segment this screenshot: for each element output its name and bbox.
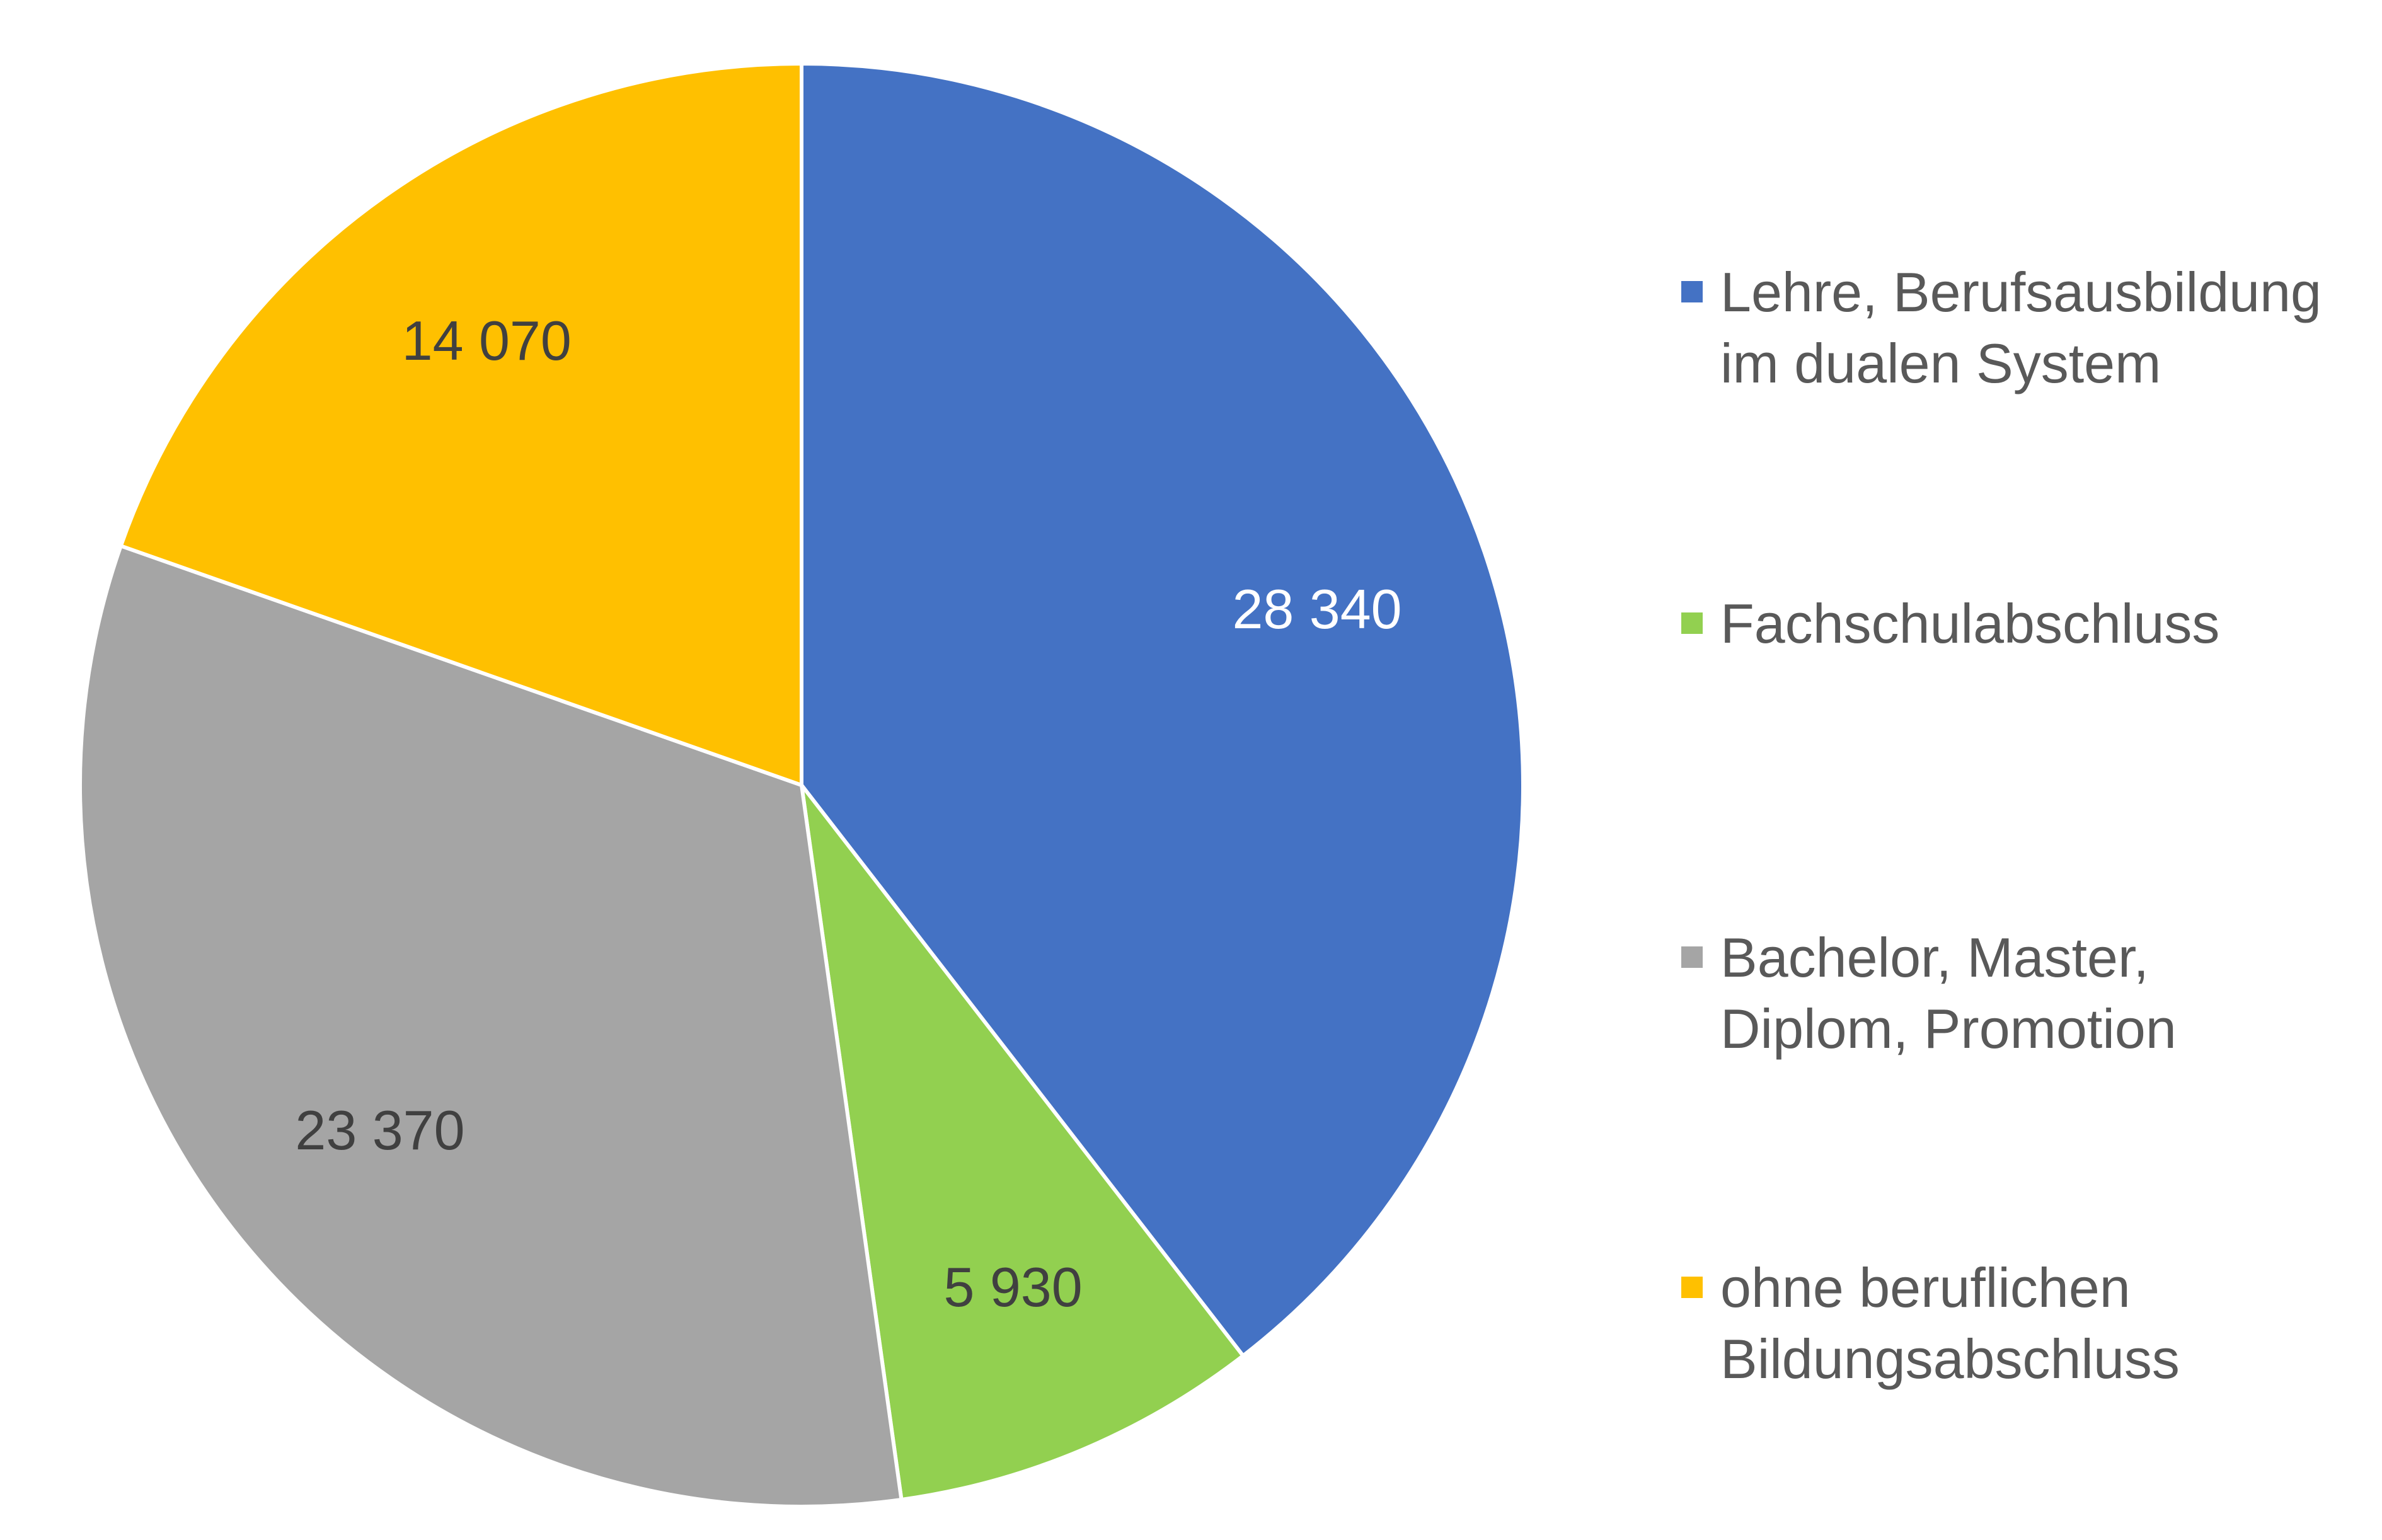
pie-slice-lehre-berufsausbildung-im-dualen-system (800, 62, 1525, 1358)
legend-marker (1681, 946, 1703, 968)
data-labels: 28 340 5 930 23 370 14 070 (295, 309, 1401, 1318)
legend-item-fachschulabschluss: Fachschulabschluss (1681, 592, 2219, 655)
legend-item-lehre-berufsausbildung-im-dualen-system: Lehre, Berufsausbildung im dualen System (1681, 261, 2322, 394)
legend-item-ohne-beruflichen-bildungsabschluss: ohne beruflichen Bildungsabschluss (1681, 1256, 2180, 1390)
legend-label: Diplom, Promotion (1720, 997, 2177, 1060)
legend-label: Bachelor, Master, (1720, 926, 2149, 989)
data-label-bachelor-master-diplom-promotion: 23 370 (295, 1099, 464, 1161)
pie-slices (78, 62, 1525, 1508)
legend-label: Fachschulabschluss (1720, 592, 2219, 655)
legend: Lehre, Berufsausbildung im dualen System F… (1681, 261, 2322, 1390)
pie-slice-ohne-beruflichen-bildungsabschluss (118, 62, 803, 787)
legend-item-bachelor-master-diplom-promotion: Bachelor, Master, Diplom, Promotion (1681, 926, 2177, 1060)
legend-marker (1681, 612, 1703, 634)
pie-slice-bachelor-master-diplom-promotion (78, 544, 904, 1508)
data-label-ohne-beruflichen-bildungsabschluss: 14 070 (402, 309, 572, 372)
legend-marker (1681, 1277, 1703, 1298)
data-label-lehre-berufsausbildung-im-dualen-system: 28 340 (1232, 578, 1401, 640)
legend-label: ohne beruflichen (1720, 1256, 2131, 1319)
data-label-fachschulabschluss: 5 930 (943, 1256, 1082, 1318)
legend-label: im dualen System (1720, 332, 2161, 394)
legend-label: Lehre, Berufsausbildung (1720, 261, 2322, 323)
pie-slice-fachschulabschluss (800, 783, 1245, 1502)
legend-label: Bildungsabschluss (1720, 1328, 2180, 1390)
legend-marker (1681, 281, 1703, 302)
